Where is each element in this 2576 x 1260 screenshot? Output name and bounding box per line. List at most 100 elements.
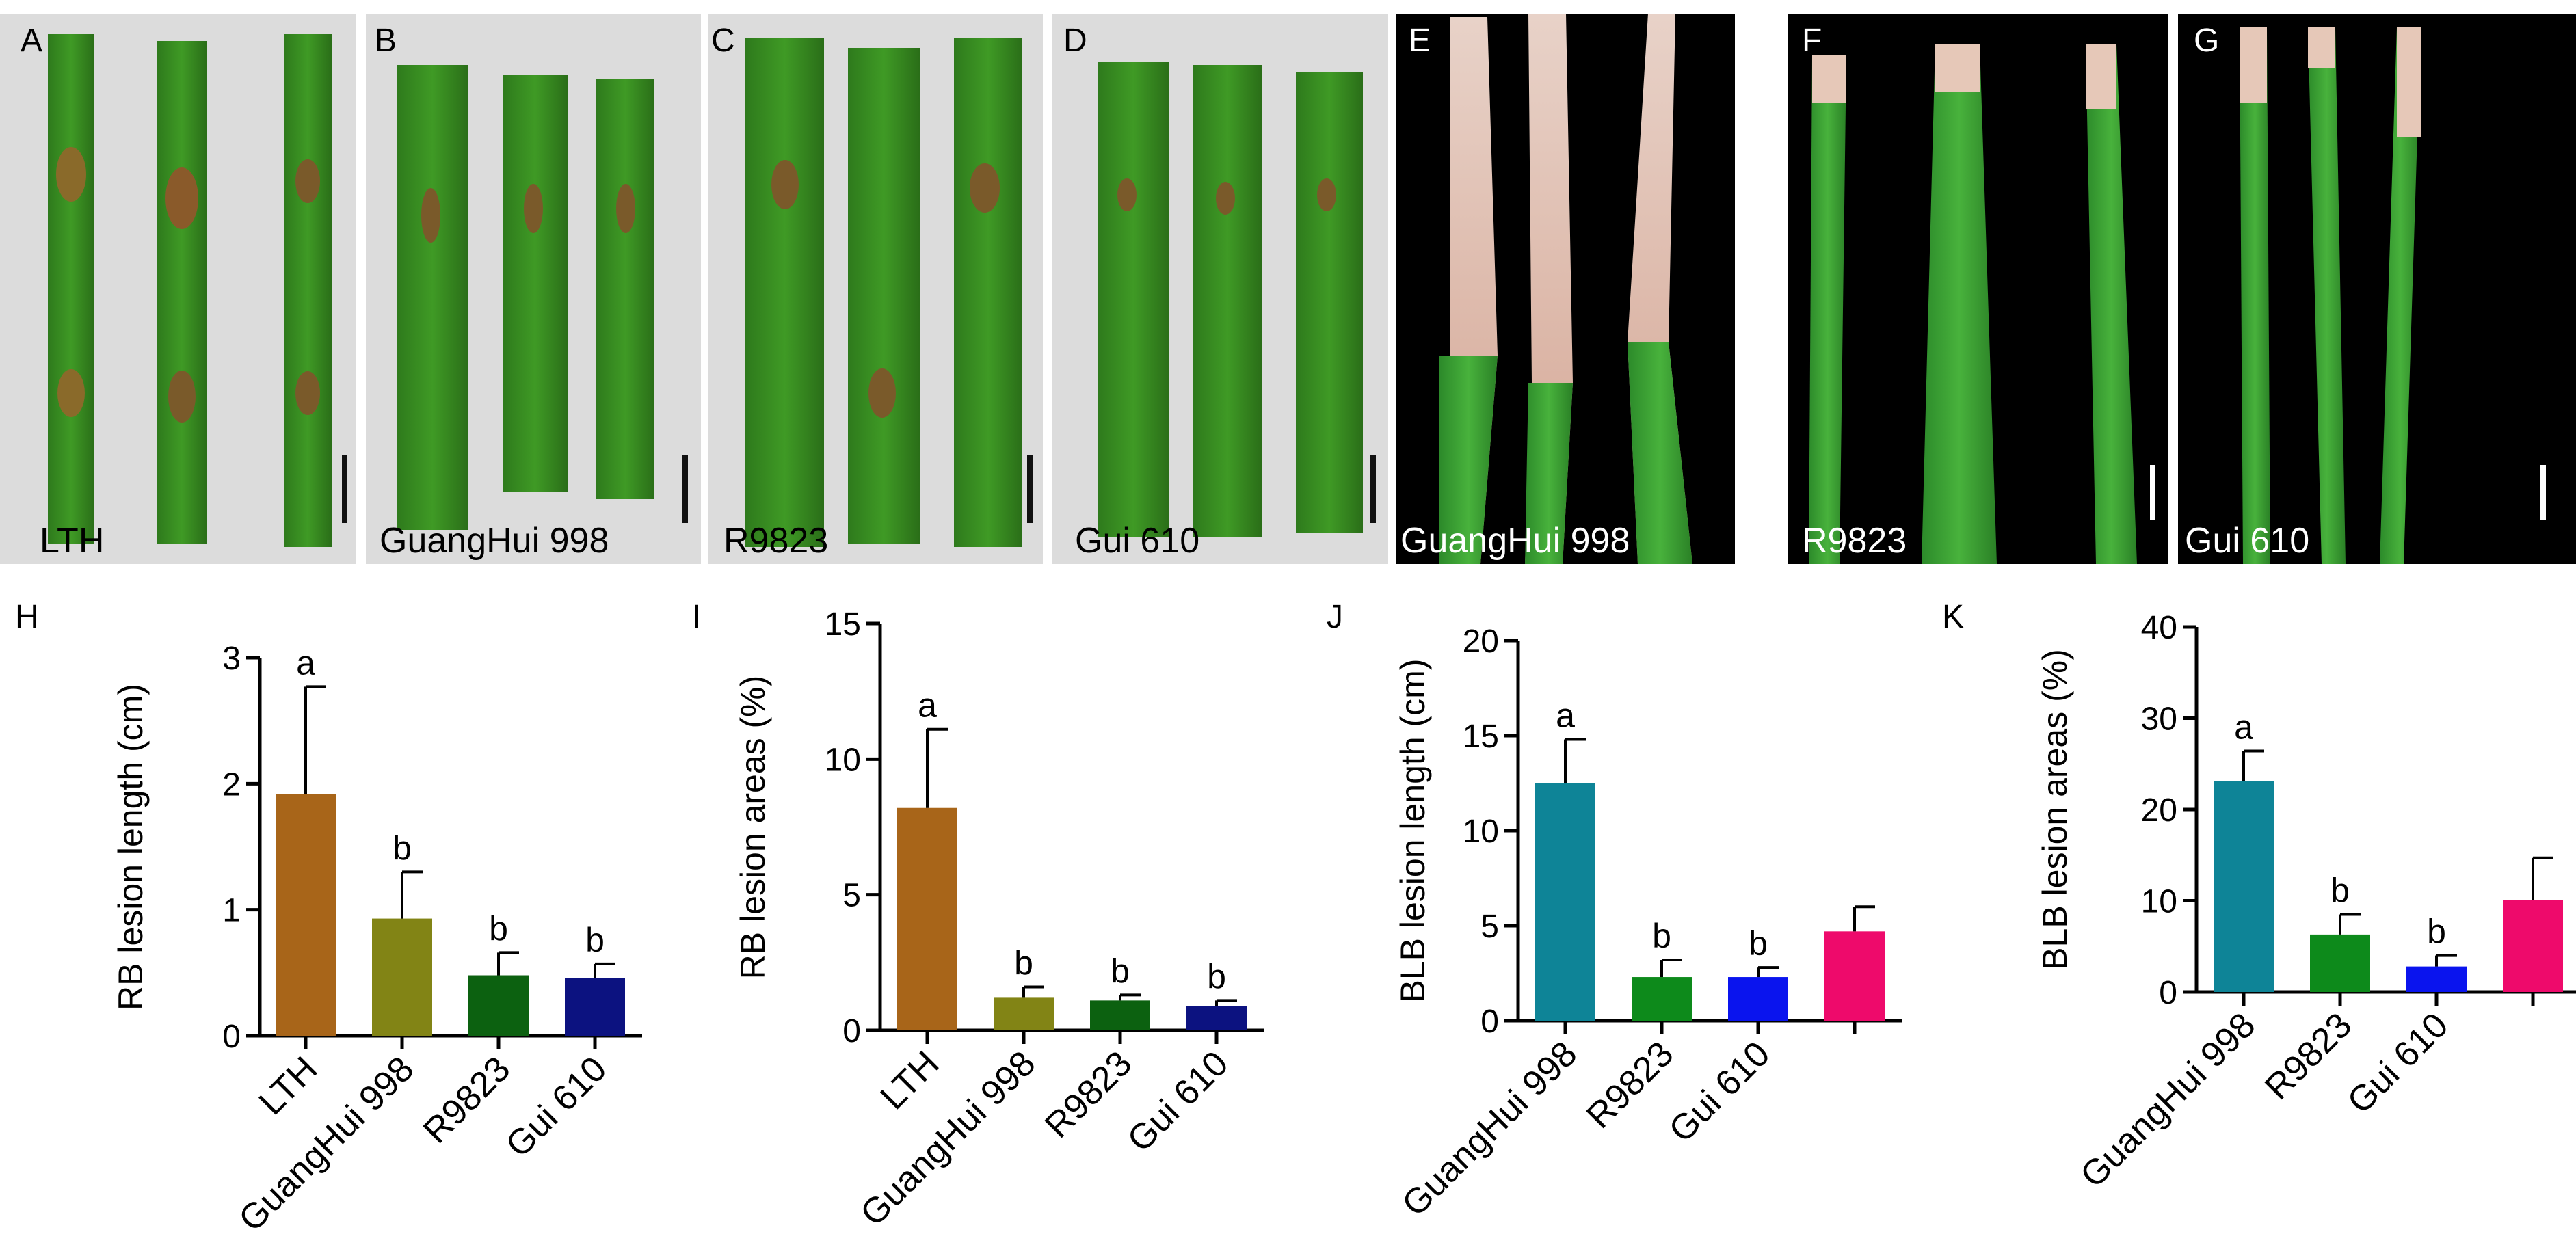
bar [1535,783,1595,1021]
leaf-blade [1439,356,1498,564]
significance-letter: b [393,829,412,867]
photo-panel-e: E GuangHui 998 [1396,14,1767,564]
panel-letter: E [1409,23,1431,59]
panel-label: Gui 610 [2185,521,2309,561]
leaf-tip [1935,44,1980,92]
panel-letter: D [1063,23,1087,59]
x-tick-label: Gui 610 [499,1049,615,1165]
leaf-sample [1296,72,1363,533]
leaf-tip [2397,27,2421,137]
panel-label: GuangHui 998 [1400,521,1630,561]
leaf-tip [1812,55,1846,103]
y-tick-label: 3 [222,641,241,677]
y-tick-label: 15 [1463,719,1499,755]
y-tick-label: 15 [825,606,861,643]
scale-bar [2150,465,2155,520]
panel-letter-k: K [1942,599,1964,635]
y-tick-label: 0 [1480,1004,1499,1040]
lesion-spot [868,368,896,418]
y-tick-label: 0 [222,1019,241,1055]
significance-letter: b [2427,913,2446,951]
y-tick-label: 20 [1463,624,1499,660]
bar [897,807,957,1030]
significance-letter: b [1207,957,1226,995]
y-tick-label: 0 [2159,975,2177,1011]
photo-panel-c: C R9823 [708,14,1043,564]
lesion-spot [771,160,799,209]
chart-rb-lesion-areas: 0 5 10 15 RB lesion areas (%) a LTH b GuangHui 9… [734,606,1264,1234]
bar [1090,1000,1150,1030]
y-tick-label: 5 [1480,909,1499,945]
y-axis-label: BLB lesion areas (%) [2036,649,2074,970]
significance-letter: a [1556,697,1575,735]
photo-panel-d: D Gui 610 [1052,14,1388,564]
leaf-blade [2240,27,2270,564]
significance-letter: a [918,686,937,725]
leaf-sample [284,34,332,547]
photo-panel-b: B GuangHui 998 [366,14,701,564]
x-tick-label: Gui 610 [2340,1005,2456,1121]
leaf-blade [2308,27,2346,564]
significance-letter: b [1014,944,1033,982]
y-tick-label: 2 [222,766,241,803]
bar [994,997,1054,1030]
panel-background [2178,14,2576,564]
leaf-sample [48,34,94,544]
leaf-blade [1628,342,1692,564]
scale-bar [2540,465,2546,520]
leaf-blade [1809,55,1846,564]
leaf-sample [503,75,568,492]
y-tick-label: 20 [2141,792,2177,829]
lesion-spot [1117,178,1137,211]
lesion-spot [421,188,440,243]
lesion-spot [1216,182,1235,215]
chart-blb-lesion-length: 0 5 10 15 20 BLB lesion length (cm) a GuangHui … [1394,624,1902,1224]
panel-label: GuangHui 998 [380,521,609,561]
bar [2214,781,2274,992]
panel-letter: C [711,23,735,59]
x-tick-label: GuangHui 998 [1394,1034,1584,1224]
leaf-sample [745,38,824,547]
y-tick-label: 10 [2141,884,2177,920]
leaf-tip [2308,27,2335,68]
lesion-spot [524,184,543,233]
chart-blb-lesion-areas: 0 10 20 30 40 BLB lesion areas (%) a GuangHui 9… [2036,610,2576,1196]
y-tick-label: 1 [222,893,241,929]
bar [2503,900,2563,992]
bar [372,918,432,1036]
photo-panel-a: A LTH [0,14,356,564]
y-tick-label: 10 [1463,814,1499,850]
panel-label: Gui 610 [1075,521,1199,561]
bar [468,975,529,1036]
x-tick-label: Gui 610 [1120,1043,1236,1160]
panel-letter: B [375,23,397,59]
leaf-sample [1098,62,1169,537]
panel-letter: A [21,23,42,59]
lesion-spot [1317,178,1336,211]
leaf-blade [2380,27,2421,564]
x-tick-label: LTH [873,1043,947,1117]
leaf-sample [157,41,207,544]
photo-panel-f: F R9823 [1788,14,2168,564]
scale-bar [682,455,688,523]
bar [565,978,625,1036]
lesion-spot [616,184,635,233]
significance-letter: b [489,909,508,948]
x-tick-label: LTH [252,1049,326,1123]
x-tick-label: Gui 610 [1662,1034,1778,1150]
panel-letter-h: H [15,599,39,635]
y-tick-label: 30 [2141,701,2177,738]
panel-letter-j: J [1327,599,1343,635]
leaf-sample [954,38,1022,547]
bar [2310,934,2370,992]
bar [1824,931,1885,1021]
significance-letter: b [1111,952,1130,990]
x-tick-label: GuangHui 998 [2073,1005,2263,1195]
leaf-sample [1193,65,1262,537]
panel-label: R9823 [1802,521,1907,561]
leaf-tip [2086,44,2116,109]
significance-letter: a [2234,708,2253,747]
leaf-sample [397,65,468,530]
scale-bar [1370,455,1376,523]
